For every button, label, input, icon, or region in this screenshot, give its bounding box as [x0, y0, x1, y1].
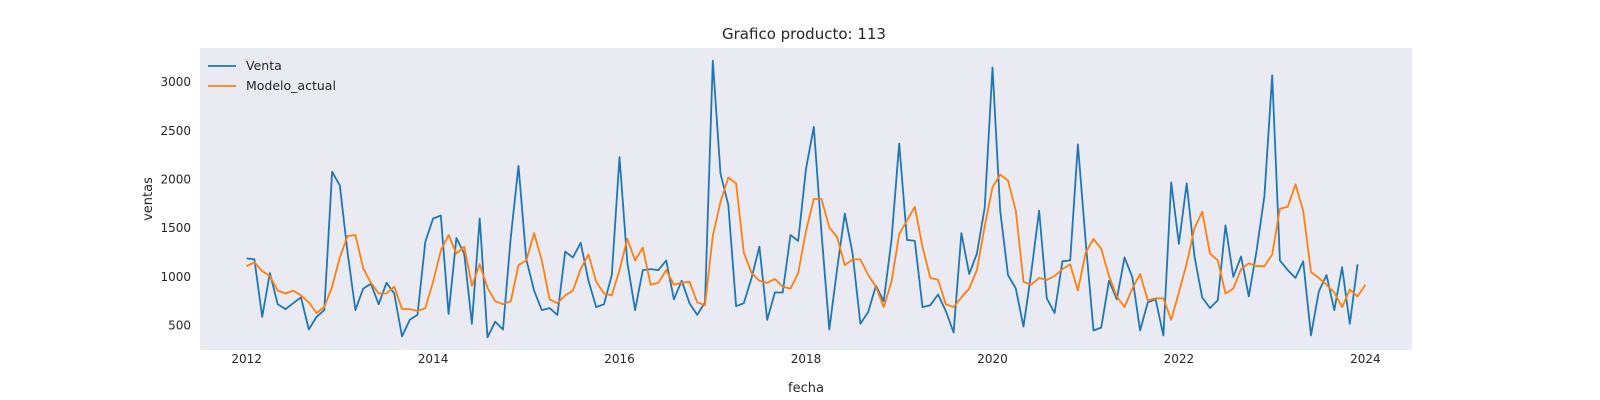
- y-axis: 500 1000 1500 2000 2500 3000: [160, 75, 191, 333]
- x-tick-label: 2016: [604, 352, 635, 366]
- y-axis-label: ventas: [141, 177, 156, 221]
- legend-label: Modelo_actual: [246, 78, 336, 93]
- x-axis: 2012 2014 2016 2018 2020 2022 2024: [231, 352, 1380, 366]
- series-line-venta: [246, 59, 1359, 339]
- x-tick-label: 2014: [418, 352, 449, 366]
- legend-label: Venta: [246, 58, 282, 73]
- x-tick-label: 2018: [791, 352, 822, 366]
- x-tick-label: 2020: [977, 352, 1008, 366]
- series-layer: [246, 59, 1367, 339]
- y-tick-label: 1000: [160, 270, 191, 284]
- x-tick-label: 2024: [1350, 352, 1381, 366]
- y-tick-label: 1500: [160, 221, 191, 235]
- x-tick-label: 2022: [1164, 352, 1195, 366]
- y-tick-label: 500: [168, 319, 191, 333]
- y-tick-label: 2500: [160, 124, 191, 138]
- legend: Venta Modelo_actual: [208, 58, 336, 93]
- series-line-modelo-actual: [246, 173, 1367, 321]
- y-tick-label: 2000: [160, 173, 191, 187]
- plot-area: [200, 48, 1412, 350]
- x-axis-label: fecha: [788, 381, 824, 396]
- y-tick-label: 3000: [160, 75, 191, 89]
- chart-title: Grafico producto: 113: [722, 25, 886, 43]
- x-tick-label: 2012: [231, 352, 262, 366]
